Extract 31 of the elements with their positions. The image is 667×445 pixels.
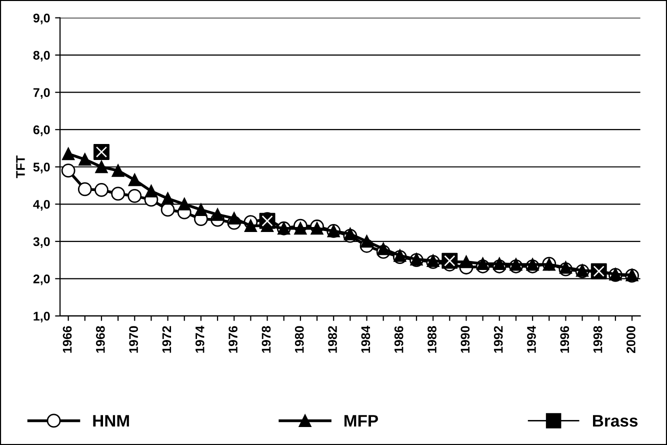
- y-tick-label: 8,0: [33, 50, 50, 62]
- x-tick-label: 1984: [361, 326, 370, 353]
- x-tick-label: 1994: [527, 326, 536, 353]
- x-tick-label: 1970: [129, 326, 138, 353]
- y-tick-label: 3,0: [33, 237, 50, 248]
- legend-label: MFP: [344, 415, 378, 427]
- x-tick-label: 2000: [626, 326, 636, 354]
- x-tick-label: 1988: [428, 326, 436, 353]
- x-tick-label: 1966: [62, 326, 72, 353]
- x-tick-label: 1972: [162, 326, 172, 353]
- y-tick-label: 2,0: [33, 274, 50, 286]
- x-tick-label: 1980: [294, 326, 304, 353]
- x-tick-label: 1976: [228, 326, 238, 353]
- x-tick-label: 1990: [460, 326, 470, 353]
- y-tick-label: 1,0: [34, 312, 50, 322]
- y-tick-label: 9,0: [33, 14, 50, 24]
- x-tick-label: 1996: [560, 326, 570, 353]
- legend-label: Brass: [593, 415, 638, 427]
- x-tick-label: 1998: [593, 326, 602, 353]
- y-tick-label: 7,0: [33, 88, 50, 99]
- y-tick-label: 6,0: [33, 125, 50, 136]
- y-tick-label: 5,0: [33, 162, 50, 174]
- x-tick-label: 1982: [328, 326, 337, 353]
- x-tick-label: 1978: [262, 326, 271, 353]
- x-tick-label: 1986: [394, 326, 404, 353]
- x-tick-label: 1992: [494, 326, 503, 353]
- legend-label: HNM: [93, 415, 129, 427]
- x-tick-label: 1968: [96, 326, 105, 353]
- y-tick-label: 4,0: [33, 200, 50, 211]
- y-axis-title: TFT: [16, 156, 25, 178]
- x-tick-label: 1974: [195, 326, 204, 353]
